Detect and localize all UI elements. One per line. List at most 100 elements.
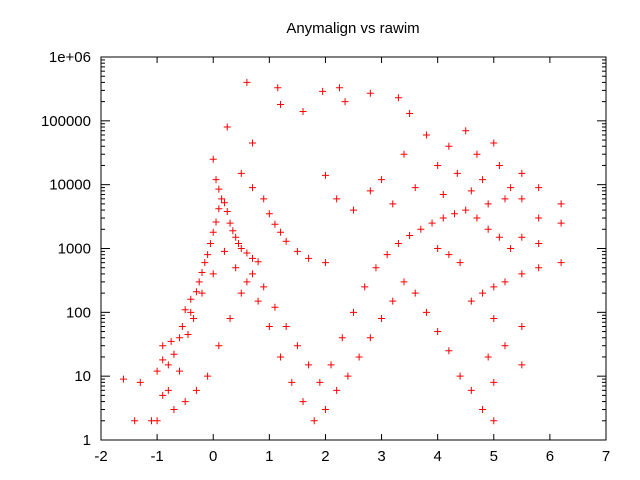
plot-frame xyxy=(100,56,607,441)
data-point xyxy=(518,322,526,330)
data-point xyxy=(223,207,231,215)
y-tick-label: 1000 xyxy=(58,241,91,258)
data-point xyxy=(535,239,543,247)
y-tick-label: 1e+06 xyxy=(49,49,91,66)
data-point xyxy=(260,195,268,203)
data-point xyxy=(350,206,357,214)
data-point xyxy=(167,337,175,345)
data-point xyxy=(479,289,487,297)
data-point xyxy=(226,219,234,227)
data-point xyxy=(192,288,200,296)
data-point xyxy=(209,155,217,163)
data-point xyxy=(215,205,223,213)
data-point xyxy=(445,142,453,150)
data-point xyxy=(153,367,161,375)
data-point xyxy=(178,322,186,330)
data-point xyxy=(490,139,498,147)
data-point xyxy=(333,195,341,203)
data-point xyxy=(249,270,256,278)
data-point xyxy=(277,228,285,236)
data-point xyxy=(445,347,453,355)
x-tick-label: -1 xyxy=(150,448,163,465)
data-point xyxy=(232,233,240,241)
x-tick-label: 5 xyxy=(490,448,498,465)
data-point xyxy=(422,308,430,316)
data-point xyxy=(338,334,346,342)
data-point xyxy=(394,239,402,247)
x-tick-label: 1 xyxy=(265,448,273,465)
data-point xyxy=(335,84,343,92)
data-point xyxy=(473,150,481,158)
data-point xyxy=(344,372,352,380)
data-point xyxy=(299,398,307,406)
data-point xyxy=(484,200,492,208)
data-point xyxy=(274,84,282,92)
data-point xyxy=(557,200,565,208)
y-tick-label: 100 xyxy=(66,304,91,321)
data-point xyxy=(305,361,313,369)
data-point xyxy=(462,127,470,135)
data-point xyxy=(209,270,217,278)
data-point xyxy=(394,94,402,102)
data-point xyxy=(372,264,380,272)
data-point xyxy=(204,372,212,380)
data-point xyxy=(237,245,245,252)
y-tick-label: 1 xyxy=(83,432,91,449)
data-point xyxy=(209,228,217,236)
data-point xyxy=(535,264,543,272)
data-point xyxy=(507,245,515,252)
data-point xyxy=(249,139,256,147)
data-point xyxy=(265,322,273,330)
data-point xyxy=(518,195,526,203)
data-point xyxy=(243,249,251,257)
data-point xyxy=(389,297,397,305)
data-point xyxy=(218,195,226,203)
data-point xyxy=(220,247,228,255)
data-point xyxy=(518,233,526,241)
data-point xyxy=(467,386,475,394)
data-point xyxy=(198,269,206,277)
data-point xyxy=(321,171,329,179)
data-point xyxy=(456,372,464,380)
data-point xyxy=(159,342,167,350)
data-point xyxy=(232,264,240,272)
x-tick-label: 0 xyxy=(209,448,217,465)
data-point xyxy=(456,259,464,267)
data-point xyxy=(181,398,189,406)
data-point xyxy=(164,386,172,394)
data-point xyxy=(316,378,324,386)
data-point xyxy=(198,289,206,297)
data-point xyxy=(518,361,526,369)
data-point xyxy=(164,361,172,369)
data-point xyxy=(321,406,329,414)
data-point xyxy=(277,353,285,361)
data-point xyxy=(277,101,285,109)
data-point xyxy=(190,315,198,323)
data-point xyxy=(234,239,242,247)
data-point xyxy=(212,176,220,184)
data-point xyxy=(467,187,475,195)
x-axis: -2 -1 0 1 2 3 4 5 6 7 xyxy=(94,57,610,465)
y-axis: 1 10 100 1000 10000 100000 1e+06 xyxy=(41,49,606,449)
data-point xyxy=(417,225,425,233)
data-point xyxy=(293,247,301,255)
data-point xyxy=(243,278,251,286)
data-point xyxy=(445,251,453,259)
data-point xyxy=(226,315,234,323)
data-point xyxy=(434,161,442,169)
x-tick-label: 4 xyxy=(433,448,441,465)
data-point xyxy=(453,169,461,177)
data-point xyxy=(518,169,526,177)
data-point xyxy=(535,184,543,192)
data-point xyxy=(249,254,256,262)
data-point xyxy=(305,254,313,262)
x-tick-label: 3 xyxy=(377,448,385,465)
data-point xyxy=(187,308,195,316)
data-point xyxy=(176,334,184,342)
data-point xyxy=(434,245,442,252)
data-point xyxy=(181,306,189,314)
x-tick-label: 2 xyxy=(321,448,329,465)
data-point xyxy=(237,289,245,297)
data-point xyxy=(518,270,526,278)
